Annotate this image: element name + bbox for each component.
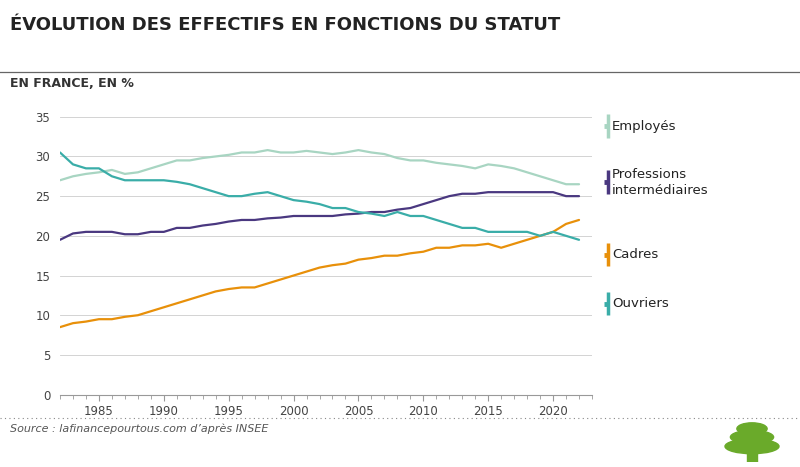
Ellipse shape bbox=[730, 431, 774, 444]
Bar bbox=[747, 450, 757, 462]
Text: Professions
intermédiaires: Professions intermédiaires bbox=[612, 168, 709, 197]
Ellipse shape bbox=[725, 439, 779, 454]
Text: Ouvriers: Ouvriers bbox=[612, 297, 669, 310]
Text: EN FRANCE, EN %: EN FRANCE, EN % bbox=[10, 77, 134, 90]
Text: ÉVOLUTION DES EFFECTIFS EN FONCTIONS DU STATUT: ÉVOLUTION DES EFFECTIFS EN FONCTIONS DU … bbox=[10, 16, 560, 35]
Text: Cadres: Cadres bbox=[612, 248, 658, 261]
Ellipse shape bbox=[737, 423, 767, 435]
Text: Source : lafinancepourtous.com d’après INSEE: Source : lafinancepourtous.com d’après I… bbox=[10, 424, 268, 434]
Text: Employés: Employés bbox=[612, 120, 677, 133]
